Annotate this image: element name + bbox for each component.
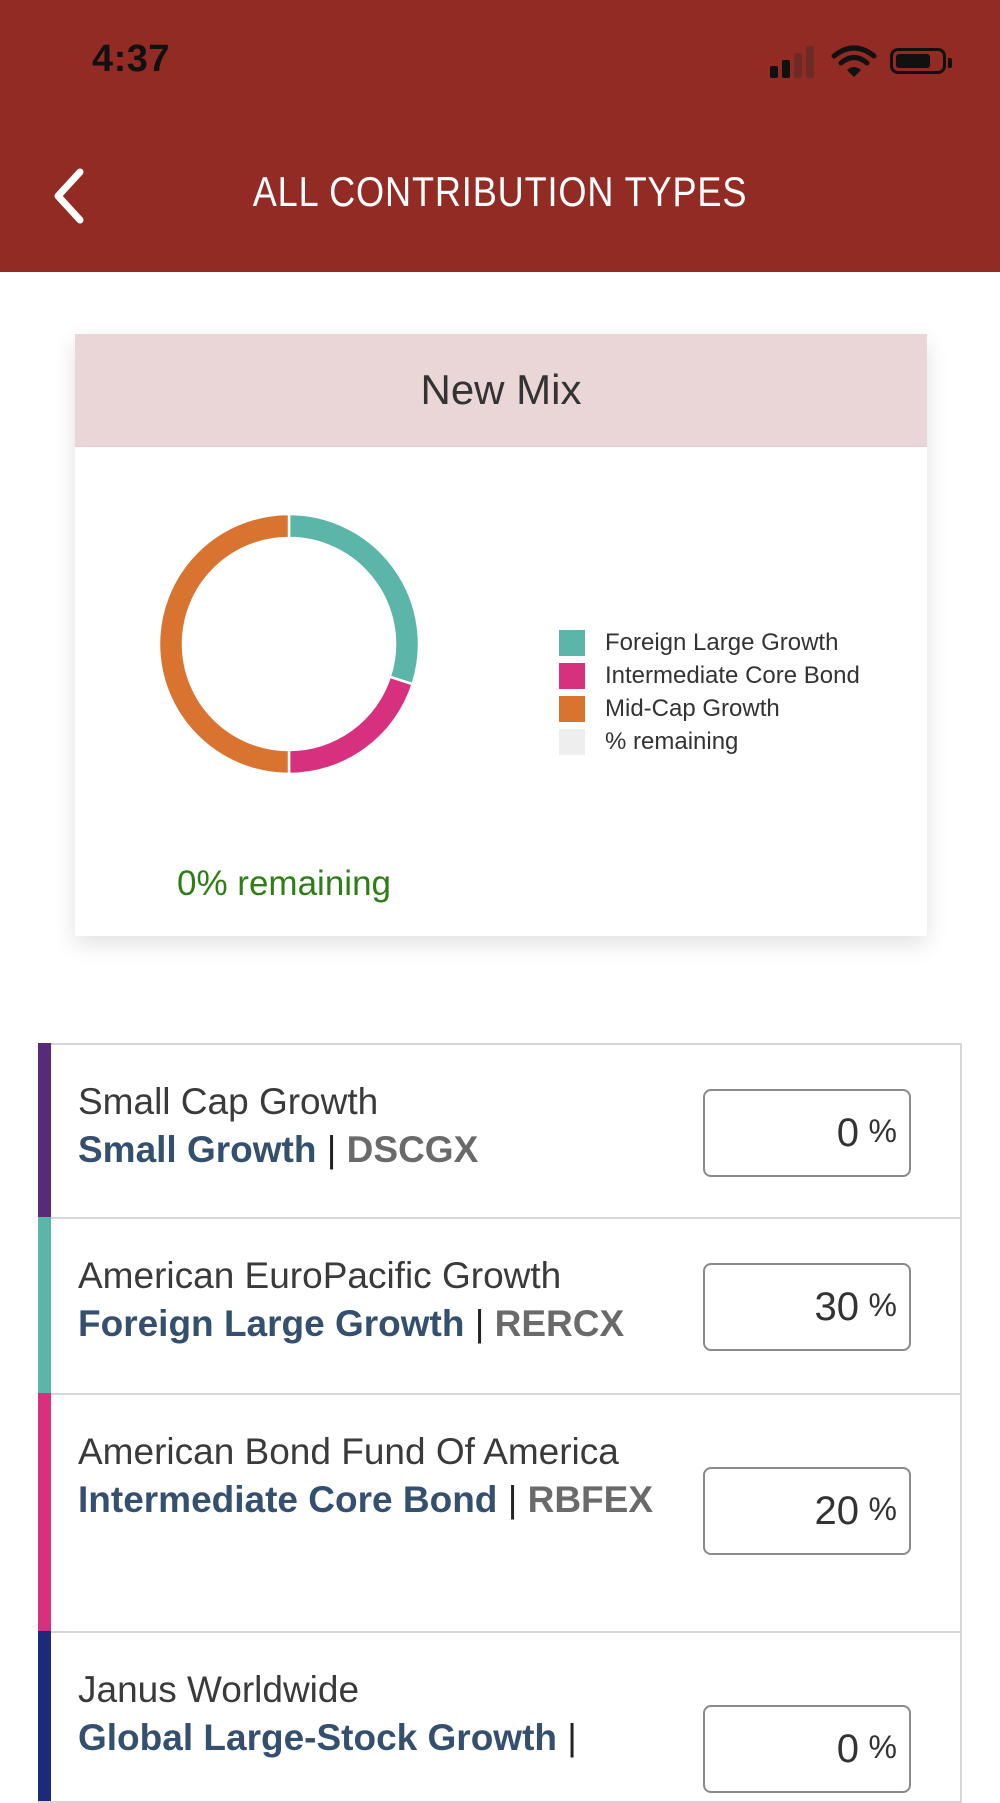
legend-label: % remaining [605,727,739,755]
percent-unit: % [868,1491,897,1527]
legend-label: Foreign Large Growth [605,628,839,656]
legend-swatch [559,695,585,722]
fund-row: American Bond Fund Of America Intermediat… [38,1393,962,1633]
wifi-icon [831,45,877,77]
allocation-percent-value: 20 [814,1489,860,1533]
back-chevron-icon[interactable] [44,160,96,230]
legend-item: Mid-Cap Growth [559,692,860,725]
status-time: 4:37 [92,38,171,80]
allocation-percent-input[interactable]: 30% [703,1263,911,1351]
status-icons [770,44,960,80]
fund-color-bar [38,1043,51,1217]
fund-allocation-list: Small Cap Growth Small Growth | DSCGX 0% Am… [38,1043,962,1803]
allocation-percent-input[interactable]: 20% [703,1467,911,1555]
allocation-percent-value: 0 [836,1111,859,1155]
legend-swatch [559,728,585,755]
percent-unit: % [868,1287,897,1323]
fund-color-bar [38,1631,51,1801]
fund-category-link[interactable]: Foreign Large Growth [78,1303,465,1344]
fund-category-link[interactable]: Global Large-Stock Growth [78,1717,557,1758]
allocation-donut-chart [157,512,421,776]
app-header: 4:37 ALL CONTRIBUTION TYPES [0,0,1000,272]
donut-slice-intermediate-core-bond [287,675,415,776]
fund-name: American Bond Fund Of America [78,1431,619,1472]
legend-label: Intermediate Core Bond [605,661,860,689]
remaining-percent-text: 0% remaining [177,864,391,903]
fund-separator: | [567,1717,577,1758]
legend-swatch [559,629,585,656]
fund-separator: | [474,1303,485,1344]
fund-name: Janus Worldwide [78,1669,360,1710]
percent-unit: % [868,1113,897,1149]
fund-row: Small Cap Growth Small Growth | DSCGX 0% [38,1043,962,1219]
battery-icon [890,48,952,74]
legend-swatch [559,662,585,689]
fund-name: American EuroPacific Growth [78,1255,562,1296]
donut-slice-foreign-large-growth [287,512,421,686]
legend-item: Intermediate Core Bond [559,659,860,692]
new-mix-card: New Mix Foreign Large Growth Intermediate… [75,334,927,936]
allocation-percent-value: 30 [814,1285,860,1329]
fund-category-line: Foreign Large Growth | RERCX [78,1293,678,1355]
allocation-percent-input[interactable]: 0% [703,1705,911,1793]
fund-category-link[interactable]: Small Growth [78,1129,317,1170]
fund-color-bar [38,1393,51,1631]
donut-slice-mid-cap-growth [157,512,291,776]
fund-category-link[interactable]: Intermediate Core Bond [78,1479,498,1520]
fund-ticker: RERCX [494,1303,625,1344]
page-title: ALL CONTRIBUTION TYPES [252,168,748,215]
fund-color-bar [38,1217,51,1393]
legend-label: Mid-Cap Growth [605,694,780,722]
fund-row: American EuroPacific Growth Foreign Large… [38,1217,962,1395]
fund-separator: | [507,1479,518,1520]
fund-category-line: Intermediate Core Bond | RBFEX [78,1469,678,1531]
fund-separator: | [326,1129,337,1170]
card-title: New Mix [75,334,927,447]
cellular-signal-icon [770,44,818,80]
legend-item: Foreign Large Growth [559,626,860,659]
legend-item: % remaining [559,725,860,758]
chart-legend: Foreign Large Growth Intermediate Core Bo… [559,626,860,758]
percent-unit: % [868,1729,897,1765]
fund-category-line: Small Growth | DSCGX [78,1119,678,1181]
allocation-percent-value: 0 [836,1727,859,1771]
fund-ticker: RBFEX [527,1479,653,1520]
fund-name: Small Cap Growth [78,1081,379,1122]
fund-category-line: Global Large-Stock Growth | [78,1707,678,1769]
allocation-percent-input[interactable]: 0% [703,1089,911,1177]
fund-ticker: DSCGX [346,1129,479,1170]
